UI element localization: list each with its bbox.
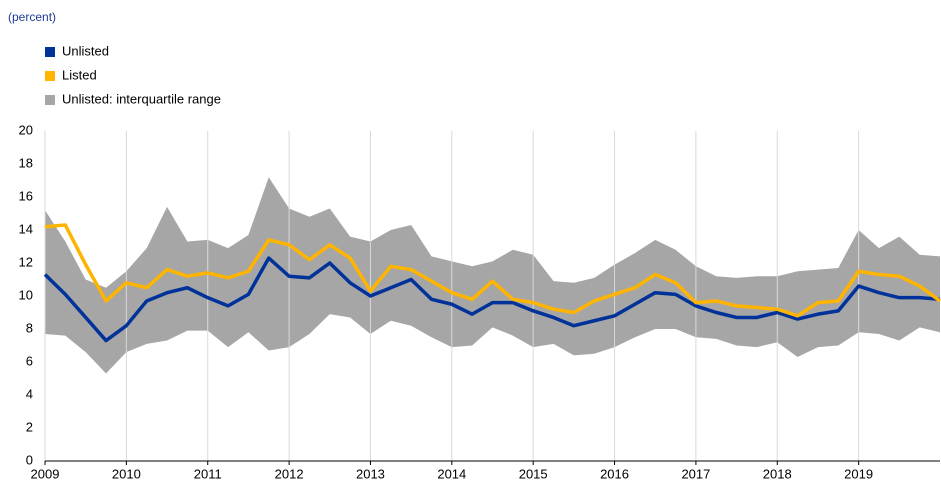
x-tick-label: 2015 [519,466,548,481]
legend-swatch [45,95,55,105]
y-tick-label: 4 [26,386,33,401]
y-tick-label: 8 [26,320,33,335]
x-tick-label: 2009 [31,466,60,481]
y-tick-label: 0 [26,452,33,467]
legend-label: Unlisted: interquartile range [62,91,221,106]
x-tick-label: 2013 [356,466,385,481]
y-tick-label: 16 [19,188,33,203]
y-tick-label: 10 [19,287,33,302]
line [44,223,941,318]
y-tick-label: 20 [19,122,33,137]
iqr-band [45,177,940,374]
y-tick-label: 6 [26,353,33,368]
legend-swatch [45,71,55,81]
line [43,256,941,343]
x-tick-label: 2010 [112,466,141,481]
x-tick-label: 2016 [600,466,629,481]
y-tick-label: 14 [19,221,33,236]
legend-swatch [45,47,55,57]
y-tick-label: 18 [19,155,33,170]
x-tick-label: 2014 [437,466,466,481]
y-tick-label: 12 [19,254,33,269]
x-tick-label: 2018 [763,466,792,481]
legend-label: Listed [62,67,97,82]
y-tick-label: 2 [26,419,33,434]
legend-label: Unlisted [62,43,109,58]
x-tick-label: 2012 [275,466,304,481]
x-tick-label: 2011 [194,466,222,481]
x-tick-label: 2017 [681,466,710,481]
x-tick-label: 2019 [844,466,873,481]
chart-subtitle: (percent) [8,10,56,24]
